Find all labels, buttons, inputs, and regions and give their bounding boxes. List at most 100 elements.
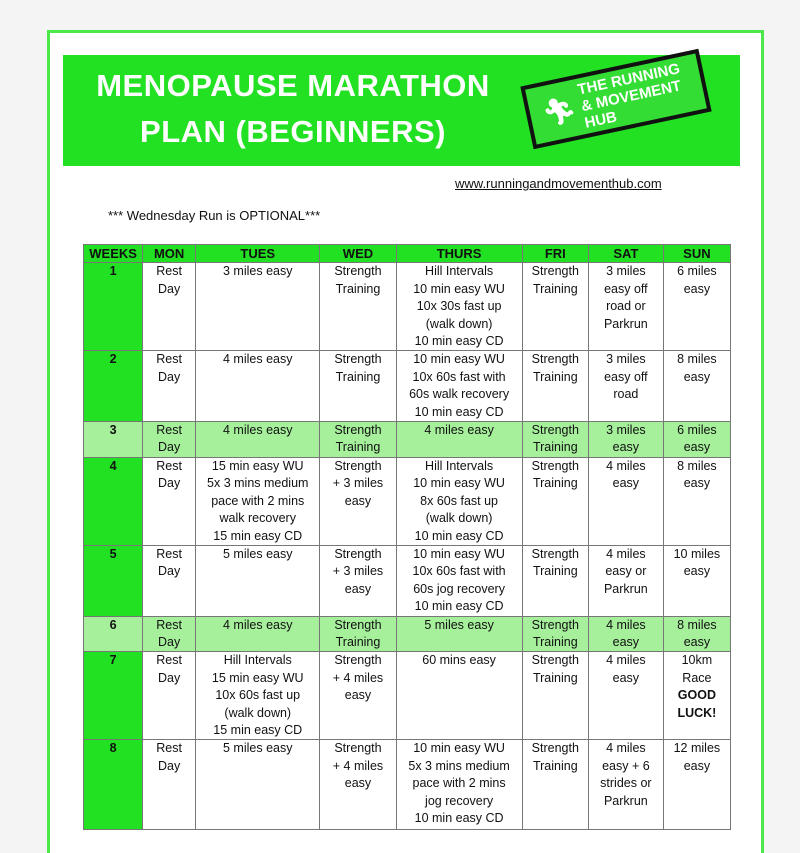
- website-link[interactable]: www.runningandmovementhub.com: [455, 176, 662, 191]
- cell-week: 6: [82, 615, 144, 653]
- cell-thurs: 5 miles easy: [395, 615, 523, 653]
- cell-wed: Strength Training: [319, 262, 397, 352]
- cell-tues: 15 min easy WU 5x 3 mins medium pace wit…: [195, 456, 321, 546]
- table-row: 5 Rest Day 5 miles easy Strength + 3 miles …: [82, 544, 732, 617]
- column-header: MON: [142, 243, 197, 264]
- cell-thurs: Hill Intervals 10 min easy WU 8x 60s fas…: [395, 456, 523, 546]
- page-title: MENOPAUSE MARATHON PLAN (BEGINNERS): [63, 63, 523, 155]
- column-header: SUN: [662, 243, 732, 264]
- sat-text: 4 miles easy + 6 strides or Parkrun: [600, 741, 652, 808]
- cell-sun: 10km Race GOOD LUCK!: [662, 651, 732, 741]
- cell-week: 2: [82, 350, 144, 423]
- cell-tues: 5 miles easy: [195, 739, 321, 831]
- fri-text: Strength Training: [531, 546, 579, 579]
- sun-text: 8 miles easy: [677, 458, 717, 491]
- cell-wed: Strength + 3 miles easy: [319, 456, 397, 546]
- wed-text: Strength Training: [334, 423, 382, 455]
- cell-sun: 8 miles easy: [662, 350, 732, 423]
- logo: 🏃︎ THE RUNNING & MOVEMENT HUB: [520, 48, 712, 150]
- cell-sun: 6 miles easy: [662, 421, 732, 458]
- mon-text: Rest Day: [156, 653, 182, 685]
- column-header: THURS: [395, 243, 523, 264]
- cell-thurs: Hill Intervals 10 min easy WU 10x 30s fa…: [395, 262, 523, 352]
- cell-sun: 6 miles easy: [662, 262, 732, 352]
- cell-sun: 8 miles easy: [662, 615, 732, 653]
- week-text: 1: [109, 264, 117, 279]
- cell-mon: Rest Day: [142, 615, 197, 653]
- table-row: 7 Rest Day Hill Intervals 15 min easy WU 1…: [82, 651, 732, 741]
- mon-text: Rest Day: [156, 264, 182, 296]
- tues-text: 4 miles easy: [223, 352, 293, 367]
- sat-text: 3 miles easy off road: [604, 352, 648, 402]
- tues-text: Hill Intervals 15 min easy WU 10x 60s fa…: [211, 653, 304, 737]
- column-header: WEEKS: [82, 243, 144, 264]
- week-text: 7: [109, 653, 117, 668]
- fri-text: Strength Training: [531, 653, 579, 685]
- column-header: TUES: [195, 243, 321, 264]
- week-text: 6: [109, 617, 117, 632]
- wed-text: Strength Training: [334, 352, 382, 384]
- column-header: FRI: [521, 243, 589, 264]
- fri-text: Strength Training: [531, 423, 579, 455]
- cell-thurs: 10 min easy WU 10x 60s fast with 60s jog…: [395, 544, 523, 617]
- cell-week: 1: [82, 262, 144, 352]
- tues-text: 3 miles easy: [223, 264, 293, 279]
- cell-fri: Strength Training: [521, 615, 589, 653]
- sat-text: 4 miles easy: [606, 653, 646, 685]
- fri-text: Strength Training: [531, 741, 579, 773]
- cell-tues: 4 miles easy: [195, 615, 321, 653]
- wed-text: Strength + 3 miles easy: [332, 546, 384, 596]
- sat-text: 4 miles easy: [606, 458, 646, 491]
- table-row: 1 Rest Day 3 miles easy Strength Training Hi…: [82, 262, 732, 352]
- cell-thurs: 10 min easy WU 10x 60s fast with 60s wal…: [395, 350, 523, 423]
- thurs-text: 5 miles easy: [424, 617, 494, 632]
- thurs-text: Hill Intervals 10 min easy WU 8x 60s fas…: [413, 458, 505, 543]
- cell-thurs: 10 min easy WU 5x 3 mins medium pace wit…: [395, 739, 523, 831]
- mon-text: Rest Day: [156, 617, 182, 649]
- column-header: WED: [319, 243, 397, 264]
- table-row: 4 Rest Day 15 min easy WU 5x 3 mins medium…: [82, 456, 732, 546]
- training-plan-table: WEEKS MON TUES WED THURS FRI SAT SUN 1 Rest Day 3…: [82, 243, 732, 831]
- tues-text: 15 min easy WU 5x 3 mins medium pace wit…: [207, 458, 309, 543]
- tues-text: 5 miles easy: [223, 546, 293, 561]
- cell-week: 7: [82, 651, 144, 741]
- cell-sun: 8 miles easy: [662, 456, 732, 546]
- cell-wed: Strength + 4 miles easy: [319, 651, 397, 741]
- mon-text: Rest Day: [156, 352, 182, 384]
- thurs-text: 4 miles easy: [424, 423, 494, 438]
- table-row: 2 Rest Day 4 miles easy Strength Training 10…: [82, 350, 732, 423]
- cell-wed: Strength + 3 miles easy: [319, 544, 397, 617]
- column-header: SAT: [587, 243, 664, 264]
- wed-text: Strength + 4 miles easy: [332, 741, 384, 791]
- thurs-text: 10 min easy WU 10x 60s fast with 60s wal…: [409, 352, 510, 419]
- title-line-2: PLAN (BEGINNERS): [140, 114, 446, 149]
- week-text: 2: [109, 352, 117, 367]
- table-header-row: WEEKS MON TUES WED THURS FRI SAT SUN: [82, 243, 732, 264]
- title-banner: MENOPAUSE MARATHON PLAN (BEGINNERS) 🏃︎ TH…: [63, 48, 740, 166]
- cell-mon: Rest Day: [142, 350, 197, 423]
- cell-sat: 4 miles easy + 6 strides or Parkrun: [587, 739, 664, 831]
- cell-sat: 4 miles easy or Parkrun: [587, 544, 664, 617]
- cell-sat: 3 miles easy off road: [587, 350, 664, 423]
- wed-text: Strength + 3 miles easy: [332, 458, 384, 508]
- cell-tues: 4 miles easy: [195, 421, 321, 458]
- cell-fri: Strength Training: [521, 456, 589, 546]
- fri-text: Strength Training: [531, 458, 579, 491]
- cell-mon: Rest Day: [142, 456, 197, 546]
- cell-week: 3: [82, 421, 144, 458]
- cell-wed: Strength + 4 miles easy: [319, 739, 397, 831]
- cell-week: 4: [82, 456, 144, 546]
- cell-sun: 12 miles easy: [662, 739, 732, 831]
- week-text: 3: [109, 423, 117, 438]
- tues-text: 5 miles easy: [223, 741, 293, 756]
- cell-fri: Strength Training: [521, 651, 589, 741]
- table-row: 3 Rest Day 4 miles easy Strength Training 4 …: [82, 421, 732, 458]
- fri-text: Strength Training: [531, 264, 579, 296]
- cell-fri: Strength Training: [521, 350, 589, 423]
- sun-text: 6 miles easy: [677, 264, 717, 296]
- cell-sun: 10 miles easy: [662, 544, 732, 617]
- sun-text: 10 miles easy: [673, 546, 721, 579]
- sun-text: 8 miles easy: [677, 352, 717, 384]
- cell-sat: 4 miles easy: [587, 651, 664, 741]
- sun-text: 6 miles easy: [677, 423, 717, 455]
